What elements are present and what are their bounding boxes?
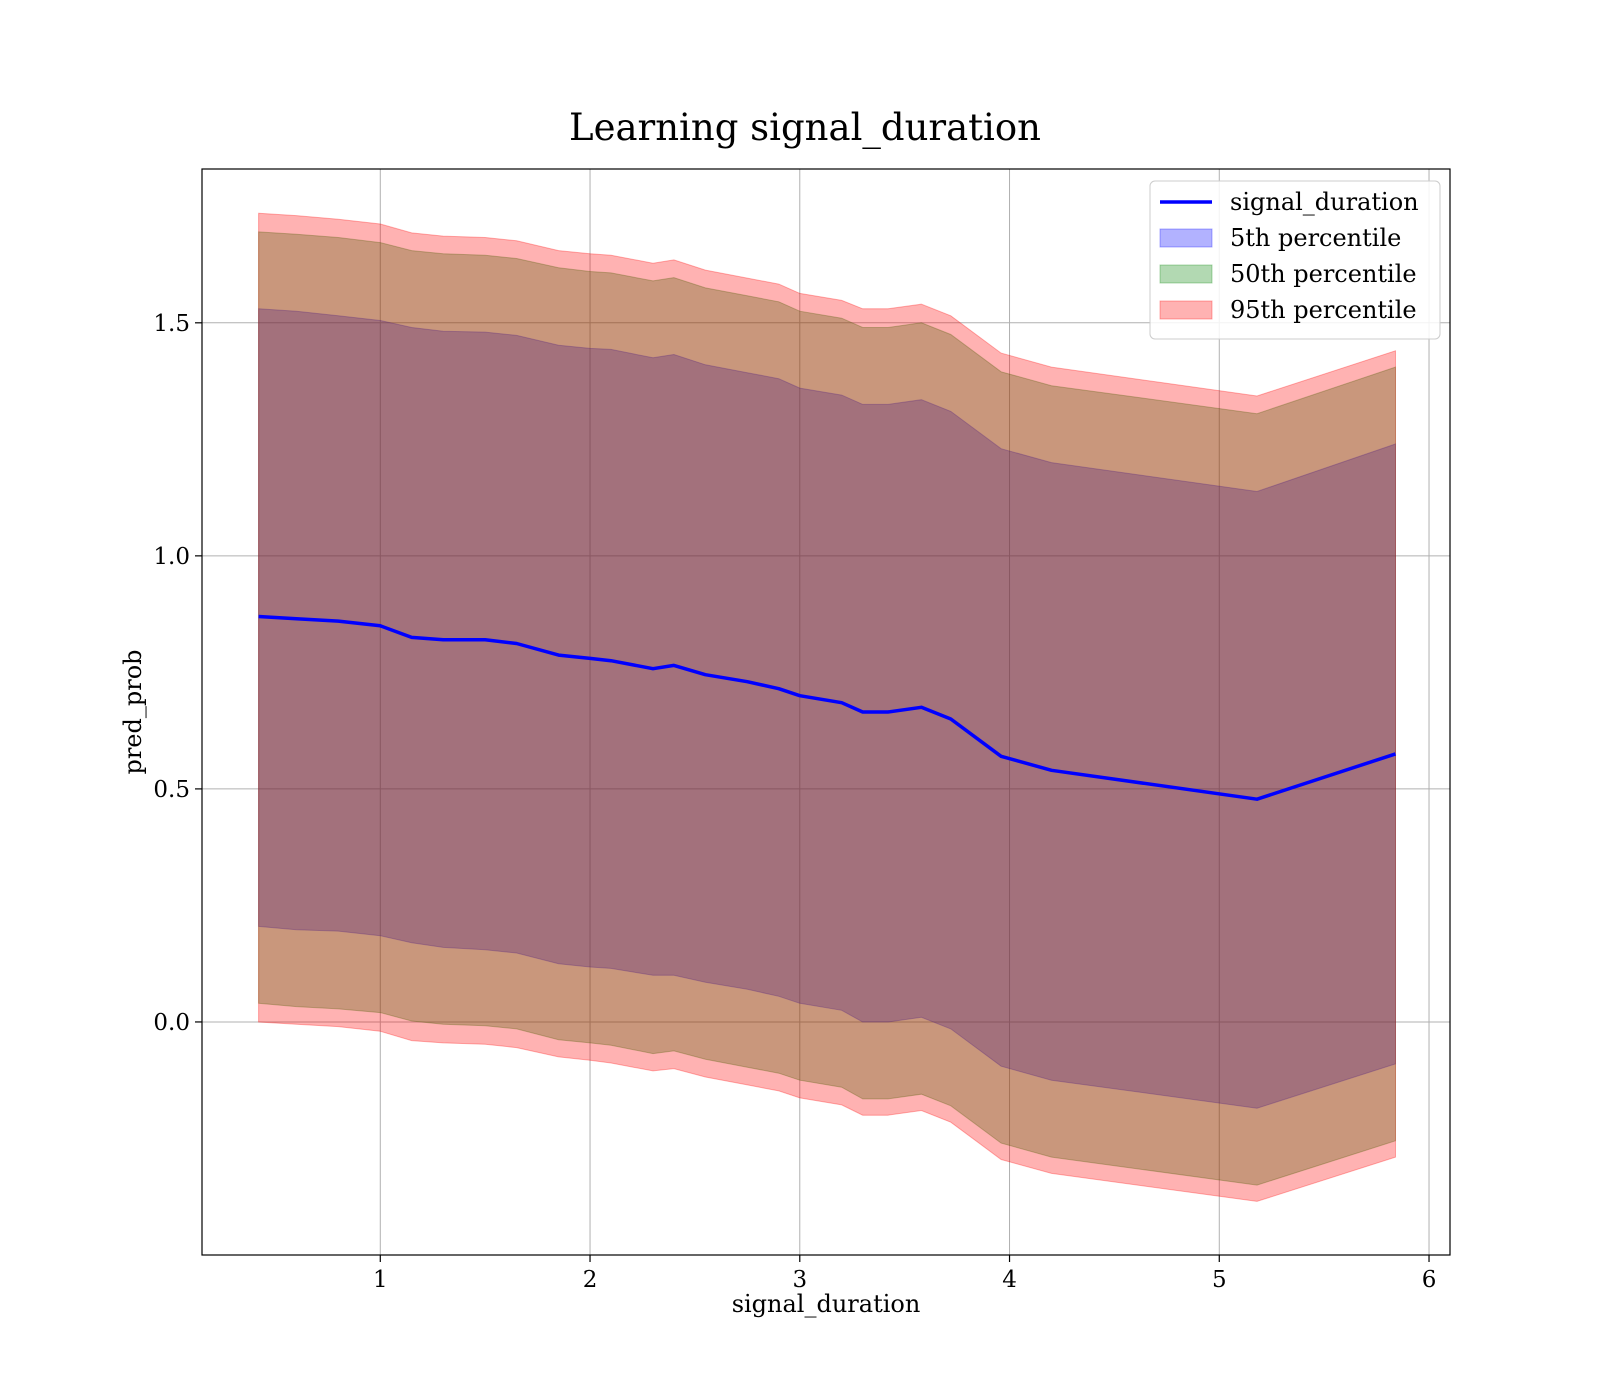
x-tick-label: 3: [792, 1267, 807, 1293]
legend-label: 95th percentile: [1230, 296, 1417, 324]
plot-frame: [201, 168, 1451, 1256]
x-tick-label: 1: [373, 1267, 388, 1293]
x-tick-label: 2: [583, 1267, 598, 1293]
series-lines: [258, 614, 1397, 801]
x-tick-label: 4: [1002, 1267, 1017, 1293]
legend-label: signal_duration: [1230, 188, 1419, 216]
y-tick-label: 1.5: [153, 311, 190, 337]
y-tick-label: 0.0: [153, 1010, 190, 1036]
x-tick-label: 5: [1212, 1267, 1227, 1293]
legend-swatch: [1159, 300, 1213, 320]
legend-box: [1149, 180, 1441, 340]
percentile-bands: [258, 212, 1396, 1202]
y-tick-label: 0.5: [153, 777, 190, 803]
legend-swatch: [1159, 228, 1213, 248]
band-50th-percentile: [258, 231, 1396, 1186]
y-axis-label: pred_prob: [119, 649, 147, 774]
x-tick-label: 6: [1422, 1267, 1437, 1293]
legend: signal_duration 5th percentile 50th percen…: [1149, 180, 1441, 340]
band-5th-percentile: [258, 308, 1396, 1109]
line-signal-duration: [258, 614, 1397, 801]
legend-swatch: [1159, 264, 1213, 284]
axis-ticks: 1 2 3 4 5 6 0.0 0.5 1.0 1.5: [153, 311, 1436, 1293]
band-95th-percentile: [258, 212, 1396, 1202]
chart-title: Learning signal_duration: [569, 106, 1041, 150]
y-tick-label: 1.0: [153, 544, 190, 570]
x-axis-label: signal_duration: [732, 1290, 921, 1318]
legend-label: 5th percentile: [1230, 224, 1401, 252]
legend-label: 50th percentile: [1230, 260, 1417, 288]
